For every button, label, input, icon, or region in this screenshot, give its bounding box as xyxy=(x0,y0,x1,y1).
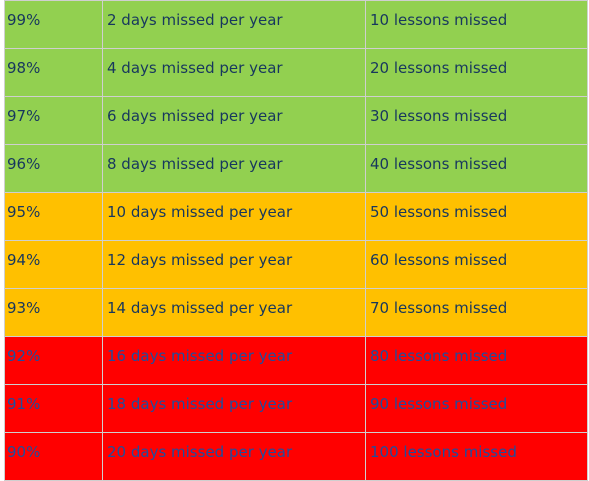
days-missed-cell: 16 days missed per year xyxy=(102,336,366,385)
attendance-percent-cell: 92% xyxy=(4,336,103,385)
lessons-missed-cell: 20 lessons missed xyxy=(365,48,588,97)
lessons-missed-cell: 80 lessons missed xyxy=(365,336,588,385)
table-row: 94% 12 days missed per year 60 lessons m… xyxy=(4,240,588,289)
days-missed-cell: 4 days missed per year xyxy=(102,48,366,97)
attendance-percent-cell: 99% xyxy=(4,0,103,49)
table-row: 96% 8 days missed per year 40 lessons mi… xyxy=(4,144,588,193)
attendance-percent-cell: 91% xyxy=(4,384,103,433)
attendance-percent-cell: 98% xyxy=(4,48,103,97)
days-missed-cell: 10 days missed per year xyxy=(102,192,366,241)
lessons-missed-cell: 40 lessons missed xyxy=(365,144,588,193)
attendance-percent-cell: 93% xyxy=(4,288,103,337)
table-row: 92% 16 days missed per year 80 lessons m… xyxy=(4,336,588,385)
table-row: 97% 6 days missed per year 30 lessons mi… xyxy=(4,96,588,145)
attendance-percent-cell: 96% xyxy=(4,144,103,193)
days-missed-cell: 18 days missed per year xyxy=(102,384,366,433)
attendance-percent-cell: 90% xyxy=(4,432,103,481)
table-row: 99% 2 days missed per year 10 lessons mi… xyxy=(4,0,588,49)
table-row: 98% 4 days missed per year 20 lessons mi… xyxy=(4,48,588,97)
lessons-missed-cell: 90 lessons missed xyxy=(365,384,588,433)
days-missed-cell: 2 days missed per year xyxy=(102,0,366,49)
lessons-missed-cell: 100 lessons missed xyxy=(365,432,588,481)
lessons-missed-cell: 60 lessons missed xyxy=(365,240,588,289)
lessons-missed-cell: 70 lessons missed xyxy=(365,288,588,337)
table-row: 90% 20 days missed per year 100 lessons … xyxy=(4,432,588,481)
lessons-missed-cell: 10 lessons missed xyxy=(365,0,588,49)
days-missed-cell: 14 days missed per year xyxy=(102,288,366,337)
table-row: 93% 14 days missed per year 70 lessons m… xyxy=(4,288,588,337)
lessons-missed-cell: 50 lessons missed xyxy=(365,192,588,241)
attendance-percent-cell: 97% xyxy=(4,96,103,145)
days-missed-cell: 12 days missed per year xyxy=(102,240,366,289)
attendance-percent-cell: 94% xyxy=(4,240,103,289)
table-row: 91% 18 days missed per year 90 lessons m… xyxy=(4,384,588,433)
attendance-percent-cell: 95% xyxy=(4,192,103,241)
attendance-table: 99% 2 days missed per year 10 lessons mi… xyxy=(4,0,588,481)
table-row: 95% 10 days missed per year 50 lessons m… xyxy=(4,192,588,241)
days-missed-cell: 20 days missed per year xyxy=(102,432,366,481)
days-missed-cell: 6 days missed per year xyxy=(102,96,366,145)
lessons-missed-cell: 30 lessons missed xyxy=(365,96,588,145)
days-missed-cell: 8 days missed per year xyxy=(102,144,366,193)
